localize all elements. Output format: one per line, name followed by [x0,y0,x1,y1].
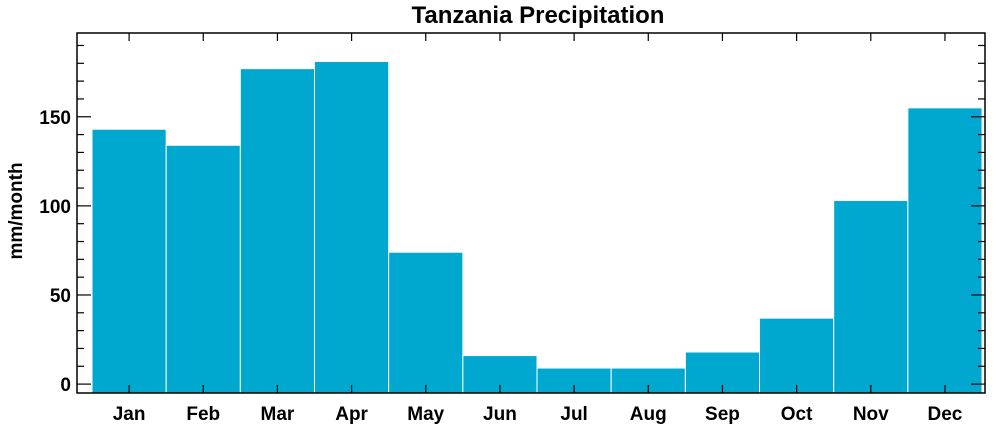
y-tick-label: 150 [39,108,71,129]
x-label-jan: Jan [113,404,146,425]
x-label-jun: Jun [483,404,517,425]
x-label-oct: Oct [781,404,813,425]
y-axis-label: mm/month [6,162,27,259]
bar-feb [165,144,241,394]
x-label-jul: Jul [560,404,587,425]
x-label-feb: Feb [186,404,220,425]
x-category-labels: Jan Feb Mar Apr May Jun Jul Aug Sep Oct Nov Dec [113,404,963,425]
x-label-nov: Nov [853,404,889,425]
bar-apr [314,61,390,394]
x-label-sep: Sep [705,404,740,425]
y-tick-label: 100 [39,197,71,218]
x-label-apr: Apr [335,404,368,425]
bar-may [388,251,464,394]
bar-oct [759,317,835,394]
bar-nov [833,200,909,394]
x-label-mar: Mar [261,404,295,425]
y-tick-label: 0 [60,375,71,396]
y-tick-label: 50 [50,286,71,307]
ticks-group [77,33,985,393]
x-label-may: May [407,404,444,425]
bar-mar [239,68,316,394]
y-tick-labels: 0 50 100 150 [39,108,71,396]
bar-dec [907,107,983,394]
plot-frame [76,32,986,394]
bar-jan [91,128,167,394]
chart-title: Tanzania Precipitation [412,2,665,29]
x-label-aug: Aug [630,404,667,425]
bars-group [91,61,983,394]
x-label-dec: Dec [928,404,963,425]
